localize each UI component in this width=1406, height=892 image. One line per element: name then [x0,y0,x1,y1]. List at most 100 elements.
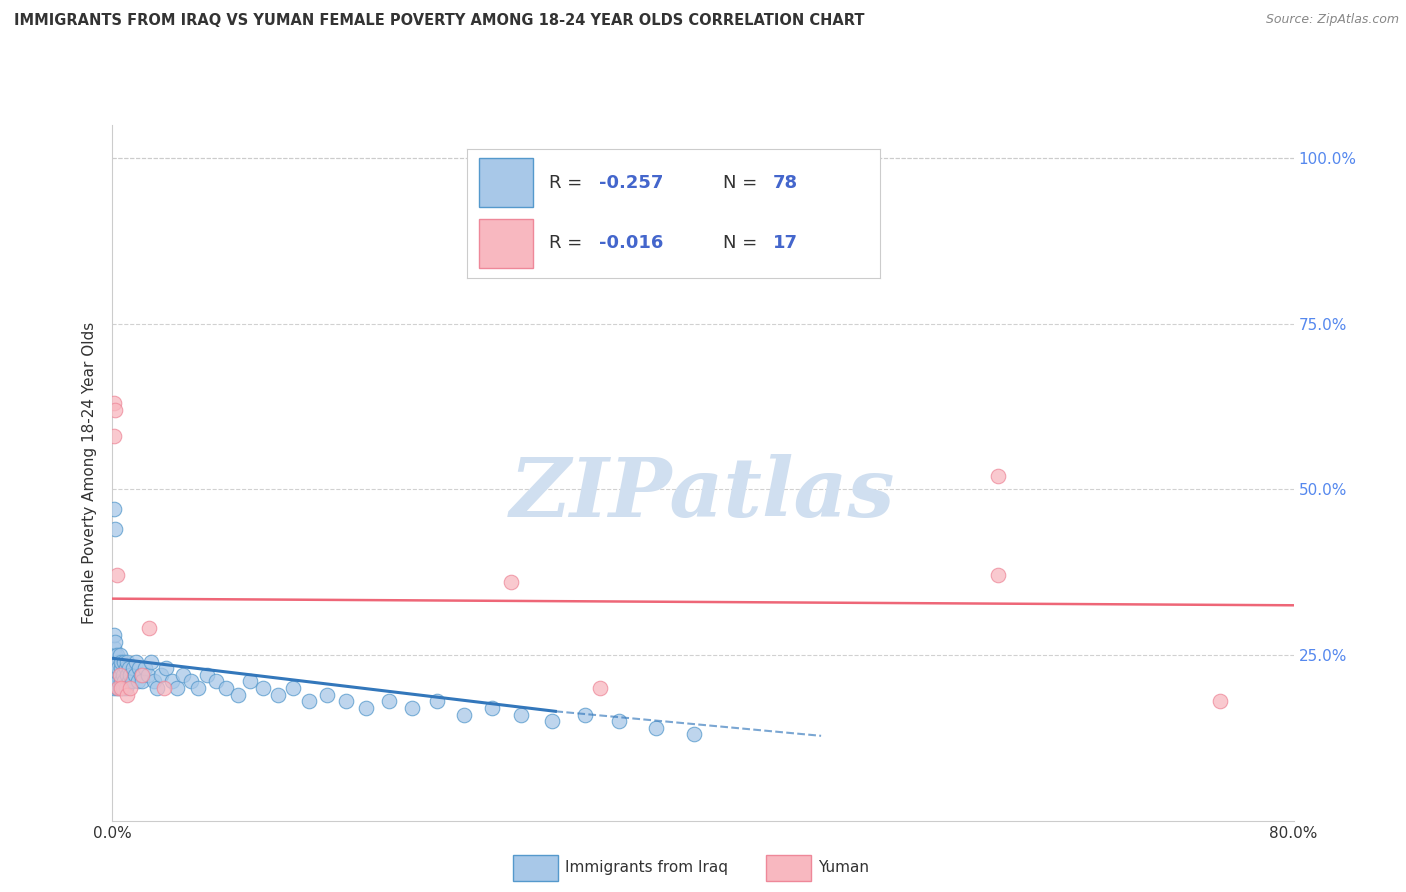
Text: N =: N = [723,174,763,192]
Point [103,681,125,695]
Point [134,661,156,675]
Text: R =: R = [550,235,589,252]
Point [118,661,141,675]
Point [131,674,153,689]
Point [118,674,141,689]
Text: R =: R = [550,174,589,192]
Point [215,681,238,695]
Point [108,681,131,695]
Point [110,681,132,695]
Point [166,681,188,695]
Point [110,674,132,689]
Point [120,681,142,695]
Text: 17: 17 [773,235,797,252]
Point [103,668,125,682]
Point [136,668,159,682]
Point [281,681,304,695]
Point [114,681,136,695]
Point [160,674,183,689]
Text: IMMIGRANTS FROM IRAQ VS YUMAN FEMALE POVERTY AMONG 18-24 YEAR OLDS CORRELATION C: IMMIGRANTS FROM IRAQ VS YUMAN FEMALE POV… [14,13,865,29]
Text: Source: ZipAtlas.com: Source: ZipAtlas.com [1265,13,1399,27]
Point [110,655,132,669]
Point [104,668,127,682]
Point [401,701,423,715]
Point [588,681,610,695]
Point [117,655,138,669]
Point [107,655,129,669]
Point [426,694,449,708]
Point [142,674,165,689]
Point [114,661,136,675]
Point [104,402,127,417]
Point [153,681,176,695]
Point [139,655,162,669]
Point [111,681,134,695]
Text: ZIPatlas: ZIPatlas [510,454,896,533]
Point [103,429,125,443]
Bar [479,158,533,207]
Point [120,668,142,682]
Point [103,641,125,656]
Text: N =: N = [723,235,763,252]
Point [226,688,249,702]
Point [131,668,153,682]
Point [117,668,138,682]
Point [107,674,129,689]
Point [112,655,135,669]
Point [104,634,127,648]
Point [107,661,129,675]
Point [104,674,127,689]
Point [128,661,150,675]
Point [111,668,134,682]
Point [267,688,290,702]
Point [481,701,503,715]
Point [104,648,127,662]
Text: Yuman: Yuman [818,861,869,875]
Bar [479,219,533,268]
Text: 78: 78 [773,174,797,192]
Point [138,622,160,636]
Point [124,668,146,682]
Text: -0.257: -0.257 [599,174,664,192]
Text: Immigrants from Iraq: Immigrants from Iraq [565,861,728,875]
Point [252,681,274,695]
Point [103,502,125,516]
Point [501,575,523,590]
Point [150,668,173,682]
Point [356,701,378,715]
Point [104,522,127,536]
Point [146,681,169,695]
Point [987,469,1010,483]
Point [107,681,129,695]
Point [112,674,135,689]
Point [108,668,131,682]
Point [453,707,475,722]
Point [315,688,337,702]
Point [607,714,630,729]
Point [987,568,1010,582]
Point [129,668,152,682]
Point [239,674,262,689]
Point [298,694,321,708]
Point [108,668,131,682]
Point [117,688,138,702]
Point [105,568,128,582]
Point [335,694,357,708]
Point [105,681,128,695]
Point [574,707,596,722]
Point [127,674,149,689]
Point [187,681,209,695]
Point [205,674,228,689]
Point [105,648,128,662]
Text: -0.016: -0.016 [599,235,664,252]
Point [180,674,202,689]
Point [195,668,218,682]
Point [510,707,533,722]
Point [103,655,125,669]
Point [155,661,177,675]
Point [103,396,125,410]
Point [103,628,125,642]
Y-axis label: Female Poverty Among 18-24 Year Olds: Female Poverty Among 18-24 Year Olds [82,322,97,624]
Point [108,648,131,662]
Point [644,721,666,735]
